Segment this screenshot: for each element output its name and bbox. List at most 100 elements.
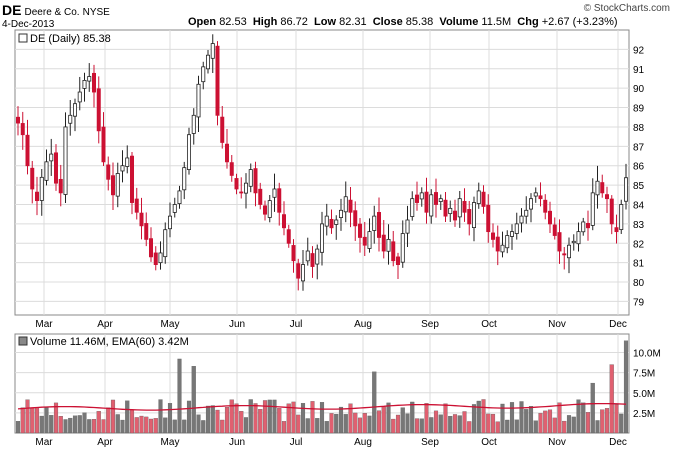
candle-body — [514, 223, 519, 234]
candle-body — [182, 167, 187, 191]
candle — [395, 252, 400, 279]
candle-body — [552, 224, 557, 236]
candle-body — [148, 238, 153, 258]
volume-bar — [538, 413, 543, 434]
candle-body — [619, 204, 624, 230]
candle-body — [267, 200, 272, 218]
candle — [220, 105, 225, 149]
candle-body — [381, 234, 386, 252]
candle — [600, 174, 605, 198]
candle-body — [605, 194, 610, 200]
volume-bar — [272, 399, 277, 434]
candle-body — [281, 214, 286, 229]
volume-month-label: Jun — [229, 437, 245, 448]
volume-bar — [438, 414, 443, 434]
candle — [101, 112, 106, 166]
volume-bar — [376, 410, 382, 434]
volume-bar — [386, 402, 391, 434]
candle — [533, 187, 538, 203]
candle-body — [471, 202, 476, 228]
candle — [319, 211, 324, 266]
candle — [338, 198, 343, 231]
candle — [581, 217, 586, 236]
volume-month-label: Mar — [35, 437, 53, 448]
candle-body — [15, 116, 20, 124]
volume-tick-label: 5.0M — [633, 389, 655, 400]
candle-body — [324, 215, 329, 227]
quote-date: 4-Dec-2013 — [2, 19, 55, 30]
chg-value: +2.67 (+3.23%) — [541, 16, 618, 28]
candle-body — [68, 114, 73, 124]
price-tick-label: 84 — [633, 200, 645, 211]
candle-body — [25, 134, 30, 167]
volume-bar — [68, 417, 73, 434]
candle-body — [372, 215, 377, 231]
volume-month-label: Nov — [548, 437, 566, 448]
volume-bar — [448, 415, 453, 434]
price-legend-text: DE (Daily) 85.38 — [30, 33, 111, 45]
price-tick-label: 88 — [633, 123, 645, 134]
candle — [49, 138, 54, 176]
brand-label[interactable]: © StockCharts.com — [583, 3, 670, 14]
candle — [229, 155, 234, 182]
volume-bar — [452, 414, 458, 434]
open-value: 82.53 — [219, 16, 247, 28]
low-label: Low — [314, 16, 337, 28]
volume-bar — [291, 401, 296, 434]
candle — [624, 163, 629, 210]
candle-body — [476, 190, 481, 204]
price-tick-label: 90 — [633, 84, 645, 95]
candle-body — [163, 229, 168, 258]
volume-bar — [15, 421, 21, 434]
candle — [243, 173, 248, 209]
candle-body — [524, 209, 529, 217]
candle — [253, 161, 258, 207]
candle — [433, 178, 438, 218]
volume-bar — [267, 399, 272, 434]
candle — [391, 230, 396, 267]
volume-bar — [600, 409, 605, 434]
price-tick-label: 91 — [633, 65, 645, 76]
volume-bar — [20, 407, 25, 434]
volume-legend-swatch — [18, 336, 28, 346]
price-tick-label: 82 — [633, 239, 645, 250]
volume-bar — [395, 414, 401, 434]
candle — [348, 186, 353, 228]
volume-bar — [604, 408, 610, 434]
candle — [144, 212, 149, 247]
candle-body — [562, 253, 567, 256]
price-month-label: Nov — [548, 319, 566, 330]
candle — [191, 108, 196, 145]
candle — [258, 182, 263, 210]
volume-bar — [362, 413, 367, 434]
volume-tick-label: 10.0M — [633, 349, 661, 360]
candle — [376, 197, 381, 252]
volume-bar — [585, 412, 591, 434]
candle — [68, 100, 73, 136]
candle-body — [234, 178, 239, 190]
candle — [310, 246, 315, 278]
volume-month-label: Jul — [290, 437, 303, 448]
volume-bar — [500, 403, 505, 434]
candle-body — [343, 196, 348, 213]
candle — [163, 222, 168, 264]
candle — [300, 249, 305, 291]
candle-body — [538, 195, 543, 200]
candle-body — [39, 176, 44, 201]
candle — [595, 165, 600, 209]
candle-body — [424, 191, 429, 213]
volume-bar — [205, 405, 211, 434]
volume-bar — [286, 403, 291, 434]
candle — [386, 224, 391, 265]
volume-bar — [177, 358, 182, 434]
candle — [372, 205, 377, 244]
volume-bar — [514, 419, 519, 434]
volume-bar — [87, 419, 92, 434]
exchange-name: NYSE — [82, 7, 110, 18]
volume-bar — [49, 415, 54, 434]
candle — [106, 156, 111, 191]
candle-body — [457, 198, 462, 218]
volume-bar — [63, 419, 68, 434]
volume-bar — [186, 400, 192, 434]
candle — [129, 151, 134, 215]
